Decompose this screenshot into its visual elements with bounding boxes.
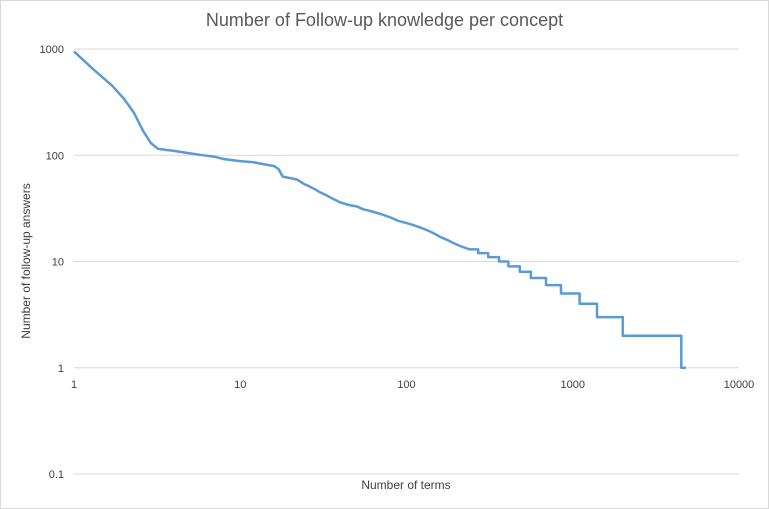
y-tick-label: 1000 [40, 44, 64, 56]
x-axis-label: Number of terms [361, 478, 451, 492]
y-tick-label: 1 [58, 363, 64, 375]
x-tick-label: 1 [71, 379, 77, 391]
y-axis-label: Number of follow-up answers [19, 183, 33, 339]
x-tick-label: 10000 [724, 379, 755, 391]
chart-title: Number of Follow-up knowledge per concep… [205, 10, 564, 30]
x-tick-labels: 1 10 100 1000 10000 [71, 379, 754, 391]
series-layer [73, 50, 686, 370]
x-tick-label: 100 [397, 379, 415, 391]
y-tick-labels: 0.1 1 10 100 1000 [40, 44, 64, 481]
x-tick-label: 10 [234, 379, 246, 391]
y-tick-label: 10 [52, 257, 64, 269]
series-line-0 [73, 50, 686, 370]
y-tick-label: 100 [46, 150, 64, 162]
x-tick-label: 1000 [561, 379, 585, 391]
y-tick-label: 0.1 [49, 469, 64, 481]
gridlines [74, 48, 739, 475]
